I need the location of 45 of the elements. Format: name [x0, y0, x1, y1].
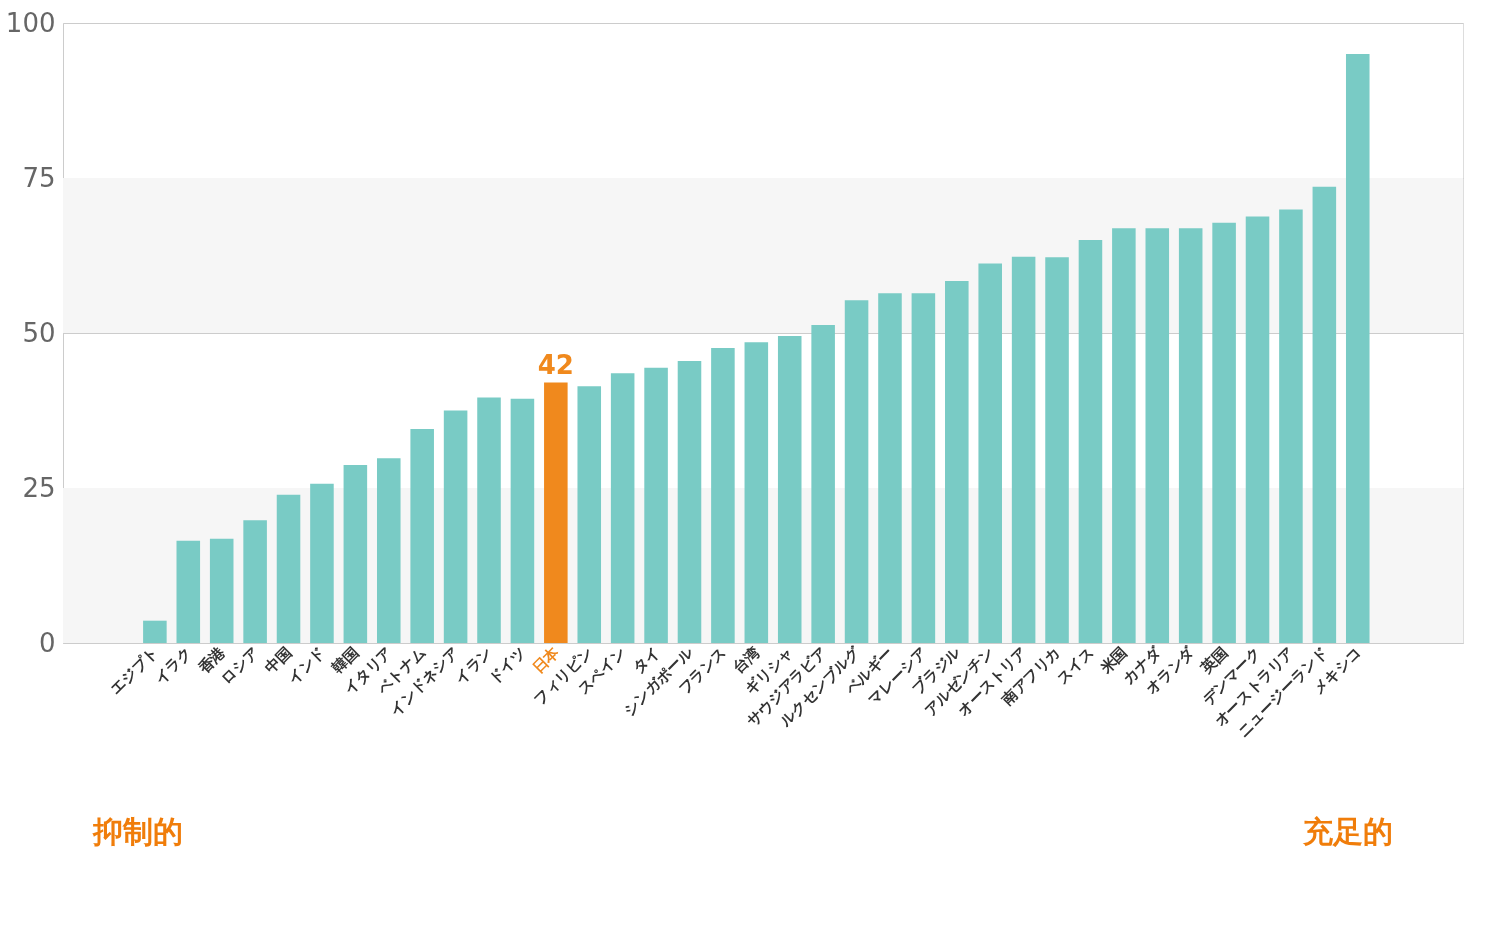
data-label: 42 [537, 349, 574, 380]
bar [1112, 228, 1136, 643]
bar [276, 494, 301, 643]
bar [544, 382, 568, 643]
y-tick-label: 0 [38, 627, 56, 658]
y-tick-label: 25 [22, 472, 56, 503]
bar [1212, 222, 1236, 643]
bar [310, 483, 334, 643]
bar [1145, 228, 1170, 643]
bar [510, 398, 535, 643]
bar [945, 280, 969, 643]
bar [744, 342, 769, 643]
bar [644, 367, 668, 643]
bar [844, 300, 869, 643]
y-tick-label: 50 [22, 317, 56, 348]
bar [711, 347, 735, 643]
bar [176, 540, 201, 643]
y-tick-label: 100 [5, 7, 56, 38]
bar [1312, 186, 1337, 643]
bar [143, 620, 167, 643]
bar [777, 336, 802, 643]
bar [978, 263, 1002, 643]
bar [1078, 240, 1103, 643]
bar [1245, 216, 1270, 643]
y-tick-label: 75 [22, 162, 56, 193]
bar [878, 293, 902, 643]
bar [610, 373, 635, 643]
bar [443, 410, 468, 643]
bar [209, 538, 234, 643]
bar [376, 458, 401, 643]
bar [1178, 228, 1203, 643]
text: 抑制的 [92, 814, 183, 849]
bar [343, 465, 368, 643]
bar [243, 520, 267, 643]
bar [410, 429, 434, 643]
bar [1279, 209, 1303, 643]
bar [477, 397, 501, 643]
bar [1345, 54, 1370, 643]
bar [1045, 257, 1069, 643]
bar [577, 386, 602, 643]
text: 充足的 [1302, 814, 1393, 849]
bar [1011, 256, 1036, 643]
bar [811, 324, 835, 643]
bar [911, 293, 936, 643]
bar [677, 360, 702, 643]
